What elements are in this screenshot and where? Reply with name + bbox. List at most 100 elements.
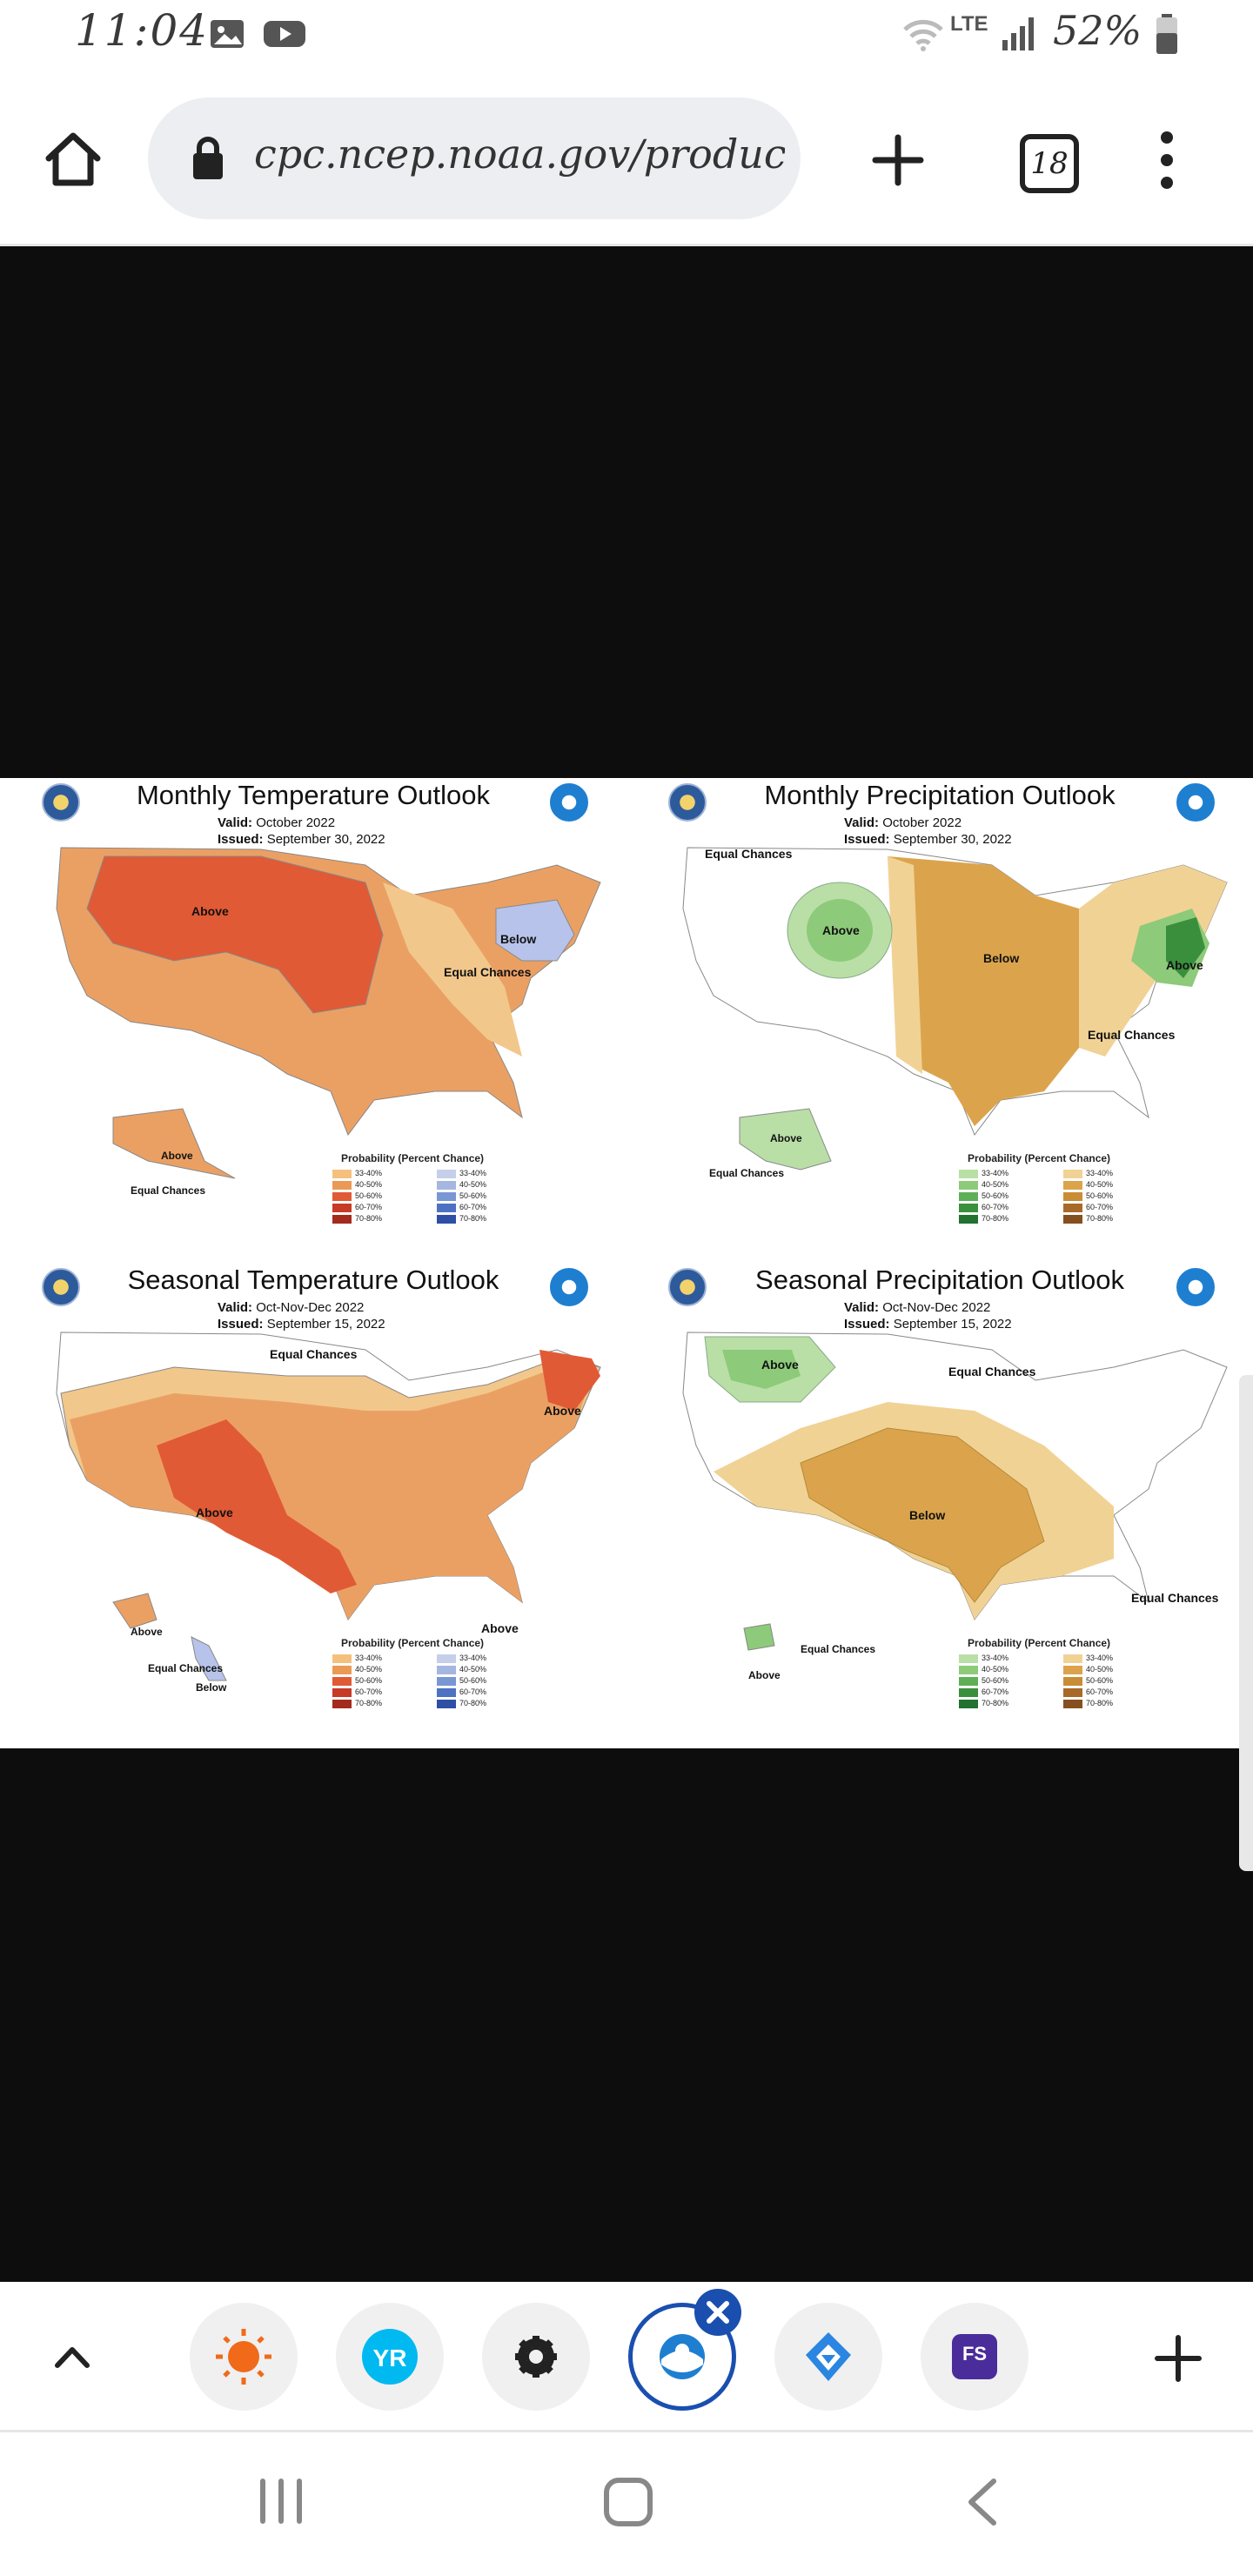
panel-monthly-temperature: Monthly Temperature Outlook Valid: Octob…	[0, 778, 626, 1263]
valid-date: Oct-Nov-Dec 2022	[256, 1300, 365, 1315]
panel-seasonal-temperature: Seasonal Temperature Outlook Valid: Oct-…	[0, 1263, 626, 1748]
add-shortcut-icon[interactable]	[1152, 2332, 1204, 2389]
svg-text:YR: YR	[373, 2345, 407, 2371]
noaa-logo-icon	[1176, 1268, 1215, 1306]
home-nav-icon[interactable]	[602, 2476, 654, 2532]
map-label: Above	[481, 1621, 519, 1635]
shortcut-noaa-active[interactable]	[628, 2303, 736, 2411]
outlook-map: Equal Chances Above Above Above Above Eq…	[56, 1332, 601, 1694]
map-label: Equal Chances	[131, 1184, 205, 1197]
gallery-notification-icon	[209, 17, 245, 55]
panel-title: Monthly Precipitation Outlook	[764, 780, 1116, 810]
wifi-icon	[901, 16, 945, 57]
address-bar[interactable]: cpc.ncep.noaa.gov/produc	[148, 97, 801, 219]
map-label: Equal Chances	[801, 1643, 875, 1655]
panel-dates: Valid: Oct-Nov-Dec 2022 Issued: Septembe…	[218, 1300, 385, 1332]
shortcut-yr[interactable]: YR	[336, 2303, 444, 2411]
valid-date: October 2022	[256, 815, 336, 830]
panel-dates: Valid: Oct-Nov-Dec 2022 Issued: Septembe…	[844, 1300, 1012, 1332]
map-label: Equal Chances	[148, 1662, 223, 1674]
outlook-map: Above Equal Chances Below Equal Chances …	[682, 1332, 1228, 1681]
viewer-background-bottom	[0, 1748, 1253, 2282]
legend-title: Probability (Percent Chance)	[968, 1637, 1111, 1649]
map-label: Above	[770, 1132, 802, 1144]
issued-date: September 15, 2022	[893, 1317, 1012, 1332]
noaa-logo-icon	[550, 1268, 588, 1306]
doc-seal-icon	[42, 1268, 80, 1306]
probability-legend: Probability (Percent Chance) 33-40% 40-5…	[280, 1152, 567, 1261]
sun-icon	[216, 2329, 271, 2385]
panel-title: Seasonal Precipitation Outlook	[755, 1265, 1124, 1295]
probability-legend: Probability (Percent Chance) 33-40% 40-5…	[907, 1637, 1194, 1746]
lock-icon[interactable]	[188, 134, 228, 187]
legend-title: Probability (Percent Chance)	[341, 1152, 485, 1164]
valid-date: Oct-Nov-Dec 2022	[882, 1300, 991, 1315]
network-type: LTE	[950, 12, 988, 36]
map-layers-icon	[806, 2332, 851, 2381]
tab-switcher-button[interactable]: 18	[1020, 134, 1079, 193]
panel-dates: Valid: October 2022 Issued: September 30…	[844, 815, 1012, 847]
map-label: Below	[983, 951, 1019, 965]
svg-text:FS: FS	[962, 2343, 987, 2365]
back-nav-icon[interactable]	[961, 2476, 1001, 2532]
battery-icon	[1154, 12, 1180, 60]
map-label: Above	[131, 1626, 163, 1638]
shortcut-weather[interactable]	[190, 2303, 298, 2411]
home-icon[interactable]	[42, 129, 104, 194]
map-label: Equal Chances	[444, 965, 532, 979]
map-label: Equal Chances	[1131, 1591, 1219, 1605]
doc-seal-icon	[42, 783, 80, 822]
doc-seal-icon	[668, 783, 707, 822]
map-label: Equal Chances	[1088, 1028, 1176, 1042]
noaa-logo-icon	[550, 783, 588, 822]
legend-title: Probability (Percent Chance)	[341, 1637, 485, 1649]
map-label: Equal Chances	[709, 1167, 784, 1179]
chevron-up-icon[interactable]	[50, 2338, 94, 2377]
map-label: Above	[191, 904, 229, 918]
map-label: Equal Chances	[270, 1347, 358, 1361]
outlook-map: Above Equal Chances Below Above Equal Ch…	[56, 847, 601, 1197]
noaa-logo-icon	[1176, 783, 1215, 822]
probability-legend: Probability (Percent Chance) 33-40% 40-5…	[907, 1152, 1194, 1261]
map-label: Below	[196, 1681, 227, 1694]
legend-title: Probability (Percent Chance)	[968, 1152, 1111, 1164]
outlook-map: Equal Chances Above Below Above Equal Ch…	[682, 847, 1228, 1179]
quick-access-bar: YR FS	[0, 2282, 1253, 2432]
status-bar: 11:04 LTE 52%	[0, 0, 1253, 78]
viewer-background-top	[0, 246, 1253, 778]
map-label: Below	[909, 1508, 945, 1522]
doc-seal-icon	[668, 1268, 707, 1306]
gear-icon	[515, 2336, 557, 2378]
issued-date: September 30, 2022	[266, 832, 385, 847]
valid-date: October 2022	[882, 815, 962, 830]
map-label: Equal Chances	[948, 1365, 1036, 1379]
shortcut-fs[interactable]: FS	[921, 2303, 1029, 2411]
status-time: 11:04	[75, 5, 210, 56]
fs-logo-icon: FS	[952, 2334, 997, 2379]
url-text[interactable]: cpc.ncep.noaa.gov/produc	[254, 131, 785, 178]
scrollbar[interactable]	[1239, 1375, 1253, 1871]
map-label: Above	[161, 1150, 193, 1162]
recent-apps-icon[interactable]	[254, 2478, 308, 2529]
map-label: Equal Chances	[705, 847, 793, 861]
panel-title: Monthly Temperature Outlook	[136, 780, 491, 810]
panel-seasonal-precipitation: Seasonal Precipitation Outlook Valid: Oc…	[626, 1263, 1253, 1748]
outlook-image[interactable]: Monthly Temperature Outlook Valid: Octob…	[0, 778, 1253, 1748]
panel-monthly-precipitation: Monthly Precipitation Outlook Valid: Oct…	[626, 778, 1253, 1263]
browser-toolbar: cpc.ncep.noaa.gov/produc 18	[0, 78, 1253, 246]
map-label: Above	[761, 1358, 799, 1372]
probability-legend: Probability (Percent Chance) 33-40% 40-5…	[280, 1637, 567, 1746]
map-label: Above	[748, 1669, 781, 1681]
noaa-logo-icon	[660, 2334, 705, 2379]
system-nav-bar	[0, 2432, 1253, 2576]
panel-title: Seasonal Temperature Outlook	[127, 1265, 499, 1295]
map-label: Below	[500, 932, 536, 946]
shortcut-app-5[interactable]	[774, 2303, 882, 2411]
signal-icon	[1001, 14, 1041, 57]
issued-date: September 30, 2022	[893, 832, 1012, 847]
shortcut-settings[interactable]	[482, 2303, 590, 2411]
new-tab-icon[interactable]	[870, 132, 926, 192]
close-tab-icon[interactable]	[694, 2289, 741, 2336]
battery-percent: 52%	[1053, 7, 1142, 54]
more-menu-icon[interactable]	[1154, 129, 1180, 196]
